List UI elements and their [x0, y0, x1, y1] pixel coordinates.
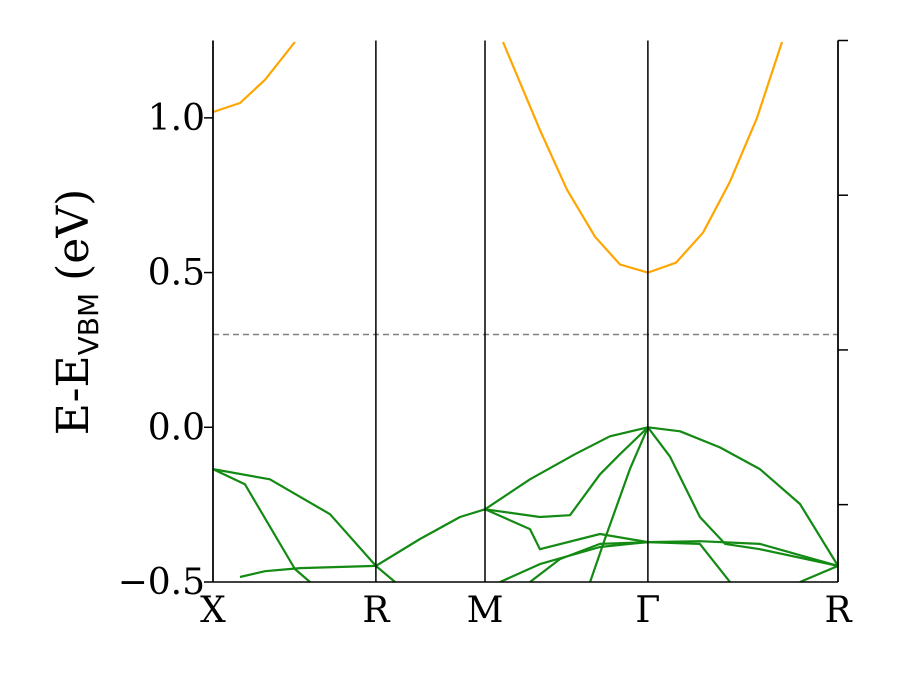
- y-tick-label: 1.0: [148, 98, 205, 139]
- band-line: [589, 426, 649, 582]
- x-tick-label: Γ: [635, 590, 660, 631]
- plot-area: [213, 41, 838, 582]
- band-line: [647, 541, 731, 582]
- band-line: [239, 564, 376, 579]
- x-tick-label: R: [362, 590, 390, 631]
- x-tick-label: R: [824, 590, 852, 631]
- band-line: [213, 468, 311, 582]
- y-tick-label: 0.0: [148, 407, 205, 448]
- band-line: [375, 426, 649, 567]
- y-tick-label: −0.5: [118, 562, 205, 603]
- band-line: [375, 565, 396, 582]
- band-line: [484, 426, 649, 519]
- band-line: [647, 426, 838, 567]
- band-line: [213, 468, 377, 567]
- band-line: [213, 41, 784, 274]
- band-line: [799, 564, 838, 582]
- band-line: [529, 540, 838, 582]
- band-line: [484, 508, 649, 551]
- y-axis-label: E-EVBM (eV): [48, 189, 105, 436]
- y-tick-label: 0.5: [148, 253, 205, 294]
- y-label-unit: (eV): [48, 189, 99, 281]
- x-tick-label: X: [200, 590, 226, 631]
- y-label-sub: VBM: [72, 293, 105, 356]
- band-line: [499, 541, 649, 582]
- band-line: [647, 426, 838, 567]
- x-tick-label: M: [467, 590, 504, 631]
- y-label-main: E-E: [48, 355, 99, 435]
